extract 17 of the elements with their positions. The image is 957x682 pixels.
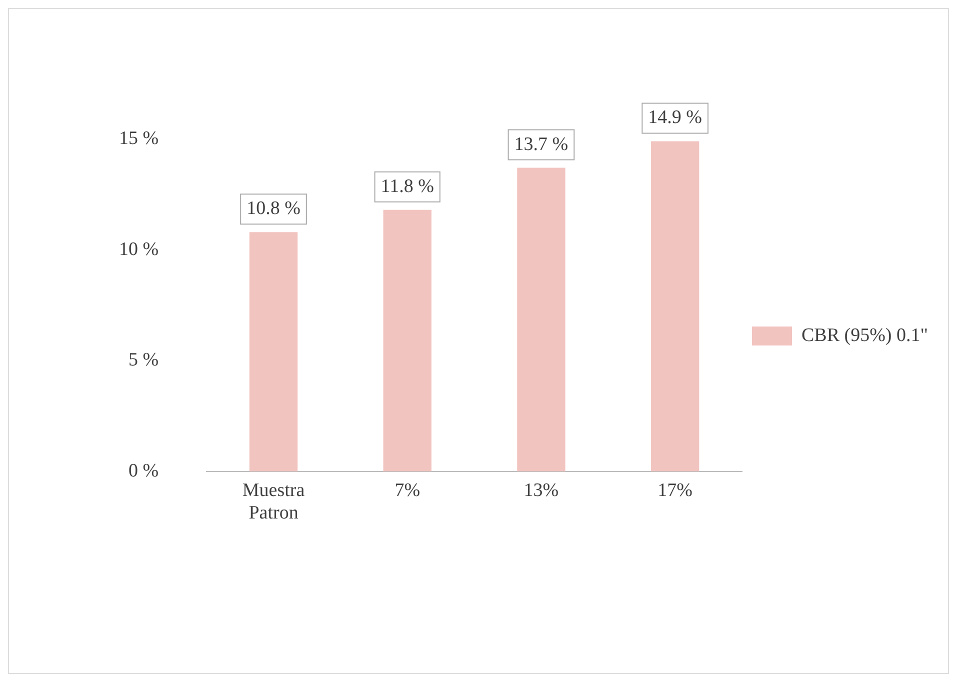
x-tick-label: Muestra Patron	[242, 480, 306, 524]
x-tick-label: 17%	[658, 480, 693, 501]
y-tick-label: 5 %	[128, 350, 159, 371]
x-tick-label: 7%	[394, 480, 420, 501]
bar	[517, 168, 566, 472]
bar	[650, 141, 700, 472]
y-tick-label: 10 %	[119, 238, 159, 260]
y-tick-label: 15 %	[119, 128, 159, 149]
legend-label: CBR (95%) 0.1"	[801, 324, 928, 346]
data-label: 13.7 %	[514, 134, 568, 155]
y-tick-label: 0 %	[128, 460, 159, 482]
bar	[249, 232, 298, 472]
x-tick-label: 13%	[524, 480, 559, 501]
data-label: 14.9 %	[648, 107, 702, 128]
data-label: 10.8 %	[246, 198, 301, 220]
data-label: 11.8 %	[380, 176, 434, 197]
bar	[383, 210, 432, 472]
